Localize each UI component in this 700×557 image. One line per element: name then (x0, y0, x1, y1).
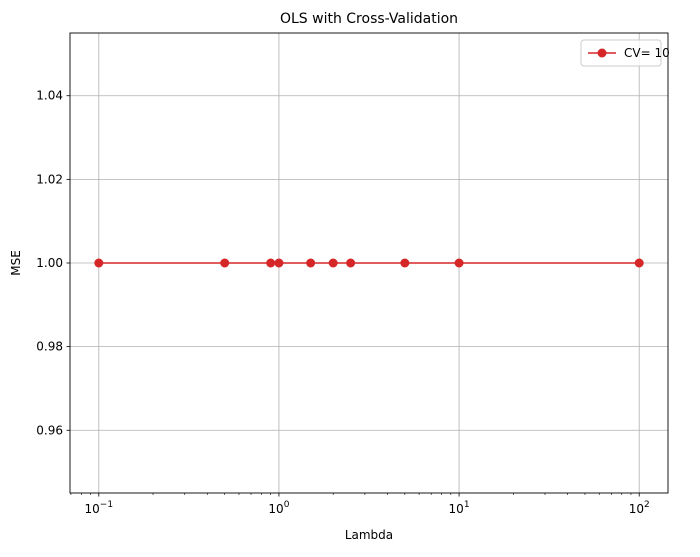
data-point (274, 258, 284, 268)
data-point (634, 258, 644, 268)
y-axis-label: MSE (9, 250, 23, 276)
data-point (306, 258, 316, 268)
data-point (220, 258, 230, 268)
y-tick-label: 1.02 (36, 172, 63, 186)
data-point (328, 258, 338, 268)
legend-series-marker (597, 48, 607, 58)
data-point (266, 258, 276, 268)
legend-box (580, 39, 662, 67)
ticks: 10−1 100 101 102 0.96 0.98 1.00 1.02 1.04 (36, 89, 649, 516)
y-tick-label: 0.96 (36, 423, 63, 437)
x-tick-label: 100 (268, 500, 289, 516)
y-tick-label: 1.00 (36, 256, 63, 270)
series-layer (94, 258, 644, 268)
data-point (346, 258, 356, 268)
legend-series-label: CV= 10 (624, 46, 670, 60)
x-axis-label: Lambda (345, 528, 393, 542)
legend: CV= 10 (580, 39, 670, 67)
y-tick-label: 1.04 (36, 89, 63, 103)
data-point (400, 258, 410, 268)
x-tick-label: 101 (449, 500, 470, 516)
chart-title: OLS with Cross-Validation (280, 11, 458, 27)
data-point (94, 258, 104, 268)
data-point (454, 258, 464, 268)
x-tick-label: 102 (629, 500, 650, 516)
y-tick-label: 0.98 (36, 340, 63, 354)
x-tick-label: 10−1 (85, 500, 114, 516)
